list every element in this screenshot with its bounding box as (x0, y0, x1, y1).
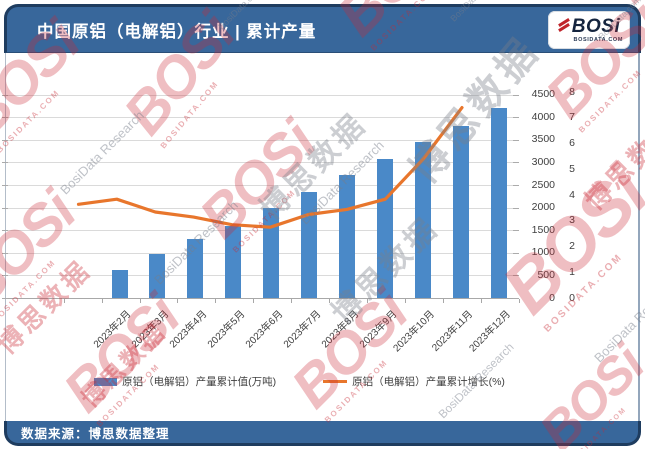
logo-stripe-icon (557, 18, 570, 33)
x-axis-label: 2023年8月 (319, 308, 362, 351)
bar-2023年7月 (301, 191, 318, 299)
y-tick-left (2, 185, 8, 186)
y-axis-label: 4500 (531, 88, 555, 101)
bar-2023年10月 (415, 141, 432, 299)
grid-line (8, 94, 513, 96)
bar-2023年9月 (377, 159, 394, 299)
x-tick (177, 298, 179, 303)
legend-line-swatch (323, 379, 348, 384)
chart-legend: 原铝（电解铝）产量累计值(万吨) 原铝（电解铝）产量累计增长(%) (0, 374, 622, 389)
x-tick (63, 298, 65, 303)
y2-axis-label: 5 (569, 162, 575, 175)
y-tick-right (513, 252, 519, 254)
grid-line (8, 162, 513, 164)
y-tick-right (513, 94, 519, 96)
y2-axis-label: 6 (569, 137, 575, 150)
grid-line (8, 139, 513, 141)
x-tick (519, 298, 520, 303)
bar-2023年4月 (187, 238, 204, 299)
y-axis-label: 2500 (531, 178, 555, 191)
y-tick-left (2, 230, 8, 232)
x-axis-label: 2023年4月 (167, 308, 210, 351)
x-tick (329, 298, 331, 303)
y-tick-left (2, 252, 8, 254)
y-axis-label: 2000 (531, 201, 555, 214)
legend-bar-swatch (94, 377, 118, 386)
grid-line (8, 117, 513, 119)
y-tick-left (2, 94, 8, 96)
y-axis-label: 1500 (531, 223, 555, 236)
legend-bar-label: 原铝（电解铝）产量累计值(万吨) (122, 376, 277, 388)
y-tick-right (513, 162, 519, 164)
y2-axis-label: 4 (569, 188, 575, 201)
y-axis-label: 4000 (531, 110, 555, 123)
bar-2023年6月 (263, 207, 280, 299)
data-source-text: 数据来源：博思数据整理 (21, 426, 170, 441)
y-tick-right (513, 298, 519, 299)
grid-line (8, 275, 513, 277)
y-tick-right (513, 230, 519, 232)
x-tick (405, 298, 407, 303)
y-tick-right (513, 275, 519, 277)
y2-axis-label: 1 (569, 265, 575, 278)
x-tick (291, 298, 293, 303)
x-tick (481, 298, 483, 303)
grid-line (8, 207, 513, 209)
y-tick-left (2, 162, 8, 164)
y-axis-label: 3000 (531, 155, 555, 168)
y-tick-left (2, 139, 8, 141)
y-tick-left (2, 275, 8, 277)
x-axis-label: 2023年3月 (129, 308, 172, 351)
logo-domain-text: BOSIDATA.COM (573, 36, 623, 43)
bar-2023年11月 (453, 126, 470, 299)
legend-line-label: 原铝（电解铝）产量累计增长(%) (352, 376, 505, 388)
bar-2023年5月 (225, 226, 242, 299)
y-tick-right (513, 185, 519, 186)
x-axis-label: 2023年6月 (243, 308, 286, 351)
y-axis-label: 0 (549, 291, 555, 304)
grid-line (8, 252, 513, 254)
page-title: 中国原铝（电解铝）行业 | 累计产量 (37, 22, 317, 41)
grid-line (8, 298, 513, 299)
y2-axis-label: 8 (569, 85, 575, 98)
y-axis-label: 3500 (531, 133, 555, 146)
header-bar: 中国原铝（电解铝）行业 | 累计产量 BOSi BOSIDATA.COM (4, 4, 641, 53)
x-tick (215, 298, 217, 303)
y2-axis-label: 0 (569, 291, 575, 304)
x-axis-label: 2023年2月 (92, 308, 134, 351)
y-tick-left (2, 298, 8, 299)
bar-2023年8月 (339, 174, 356, 299)
x-tick (367, 298, 369, 303)
grid-line (8, 230, 513, 232)
y-tick-left (2, 207, 8, 209)
y-axis-label: 500 (537, 268, 555, 281)
footer-bar: 数据来源：博思数据整理 (4, 421, 641, 446)
x-tick (101, 298, 103, 303)
y-tick-right (513, 207, 519, 209)
x-tick (443, 298, 445, 303)
logo-brand-text: BOSi (571, 15, 621, 37)
y2-axis-label: 2 (569, 240, 575, 253)
chart-area: 0 500 1000 1500 2000 2500 3000 3500 4000 4500 0 1 2 3… (2, 53, 640, 421)
y-axis-label: 1000 (531, 246, 555, 259)
y2-axis-label: 3 (569, 214, 575, 227)
bosi-logo: BOSi BOSIDATA.COM (548, 11, 630, 49)
bar-2023年3月 (149, 253, 166, 299)
y2-axis-label: 7 (569, 111, 575, 124)
y-tick-left (2, 117, 8, 119)
grid-line (8, 185, 513, 186)
bar-2023年12月 (491, 108, 507, 299)
y-tick-right (513, 117, 519, 119)
x-axis-label: 2023年5月 (205, 308, 248, 351)
x-tick (139, 298, 141, 303)
y-tick-right (513, 139, 519, 141)
x-tick (253, 298, 255, 303)
x-axis-label: 2023年7月 (281, 308, 324, 351)
bar-2023年2月 (111, 269, 128, 299)
